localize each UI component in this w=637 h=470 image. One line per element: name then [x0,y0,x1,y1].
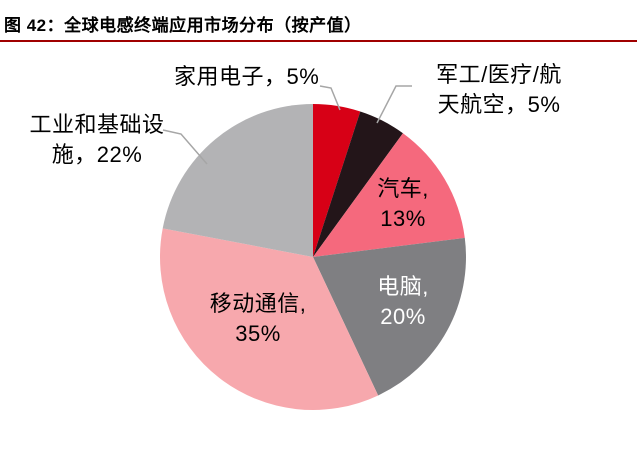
figure-title: 图 42：全球电感终端应用市场分布（按产值） [4,16,362,35]
leader-line-industry [162,129,208,165]
pie-slice-computer [313,237,466,396]
slice-label-mobile-line2: 35% [235,321,281,346]
callout-home-electronics: 家用电子，5% [174,64,320,89]
callout-industry-line2: 施，22% [51,142,143,167]
slice-label-computer-line2: 20% [380,304,426,329]
callout-industry: 工业和基础设 施，22% [7,110,187,170]
leader-line-military [376,85,412,124]
pie-slice-automotive [313,133,465,257]
slice-label-mobile-line1: 移动通信, [209,291,307,316]
slice-label-automotive: 汽车, 13% [343,174,463,234]
pie-slice-home-electronics [313,104,361,257]
callout-military: 军工/医疗/航 天航空，5% [409,60,589,120]
callout-military-line1: 军工/医疗/航 [436,62,562,87]
slice-label-automotive-line2: 13% [380,206,426,231]
pie-slice-industry-infrastructure [162,103,313,257]
leader-line-home-electronics [319,85,341,111]
slice-label-automotive-line1: 汽车, [377,176,429,201]
title-underline [0,40,637,42]
pie-slice-mobile-communications [159,228,379,410]
callout-industry-line1: 工业和基础设 [29,112,165,137]
pie-slice-military-medical-aerospace [313,111,403,258]
slice-label-computer: 电脑, 20% [343,272,463,332]
slice-label-mobile: 移动通信, 35% [196,289,320,349]
callout-military-line2: 天航空，5% [437,92,561,117]
pie-slices-group [159,103,466,410]
slice-label-computer-line1: 电脑, [377,274,429,299]
leader-lines-group [162,85,412,165]
